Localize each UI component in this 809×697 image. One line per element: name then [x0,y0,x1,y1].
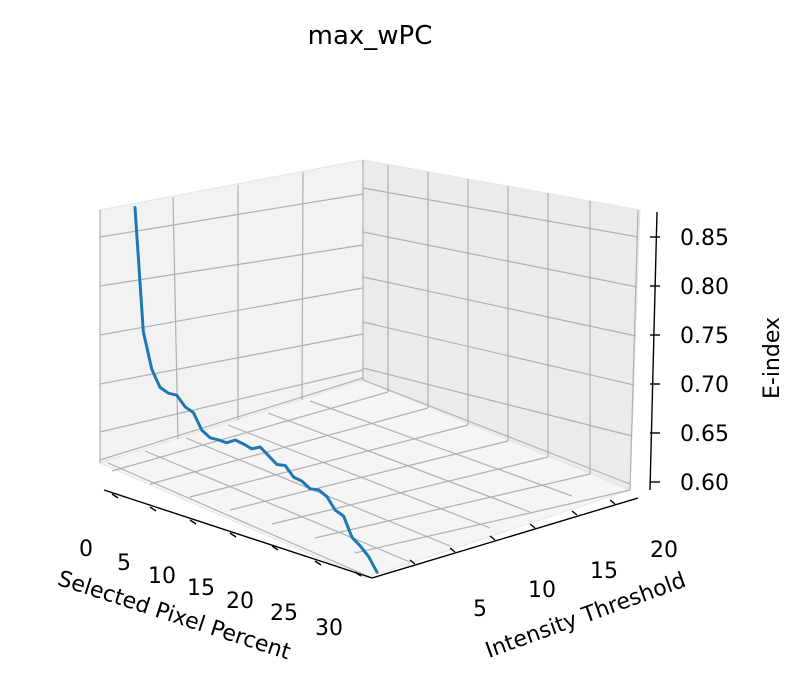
x-tick-mark [314,560,322,566]
grid-line [144,450,411,563]
x-tick-mark [189,519,197,525]
grid-line [149,407,429,485]
grid-lines [99,160,639,579]
grid-line [362,379,631,485]
grid-line [301,171,304,401]
x-tick-label: 15 [187,576,215,601]
x-tick-mark [354,571,362,577]
grid-line [629,209,639,491]
grid-line [99,377,364,461]
grid-line [107,462,373,579]
grid-line [229,440,509,511]
grid-line [99,244,364,287]
y-axis-line [371,497,639,579]
z-tick-label: 0.75 [680,324,729,349]
grid-line [354,489,631,554]
grid-line [185,437,451,547]
x-tick-mark [271,545,279,551]
series-line [133,206,379,574]
x-tick-mark [111,493,119,499]
y-tick-mark [489,535,496,541]
z-axis-line [649,211,658,491]
grid-line [362,321,635,386]
y-tick-mark [609,499,616,505]
grid-line [362,367,633,437]
z-tick-label: 0.80 [680,275,729,300]
x-tick-label: 0 [79,537,93,562]
z-tick-label: 0.70 [680,373,729,398]
y-tick-mark [529,523,536,529]
grid-line [99,193,364,238]
grid-line [99,369,364,433]
grid-line [271,456,549,525]
grid-line [189,424,469,498]
y-tick-label: 15 [590,559,618,584]
x-tick-label: 10 [148,564,176,589]
grid-line [362,276,637,337]
y-tick-label: 10 [528,578,556,603]
x-tick-label: 25 [270,601,298,626]
grid-line [314,473,591,539]
z-tick-label: 0.60 [680,471,729,496]
x-tick-label: 20 [226,589,254,614]
grid-line [172,196,179,440]
grid-line [309,400,573,497]
grid-line [362,231,638,288]
grid-line [111,391,389,472]
tick-marks [111,236,660,577]
grid-line [267,412,531,513]
z-axis-label: E-index [760,317,785,399]
grid-line [227,424,491,529]
y-tick-label: 5 [473,597,487,622]
x-tick-mark [229,532,237,538]
x-axis-line [103,489,373,579]
z-tick-label: 0.85 [680,226,729,251]
x-tick-label: 30 [315,616,343,641]
y-tick-label: 20 [650,538,678,563]
x-tick-label: 5 [117,551,131,576]
z-tick-label: 0.65 [680,422,729,447]
y-tick-mark [449,547,456,553]
grid-line [362,187,639,238]
y-tick-mark [571,510,578,516]
axis-lines [103,211,658,579]
x-tick-mark [149,506,157,512]
chart-title: max_wPC [308,21,433,51]
grid-line [99,333,364,385]
y-tick-mark [409,559,416,565]
